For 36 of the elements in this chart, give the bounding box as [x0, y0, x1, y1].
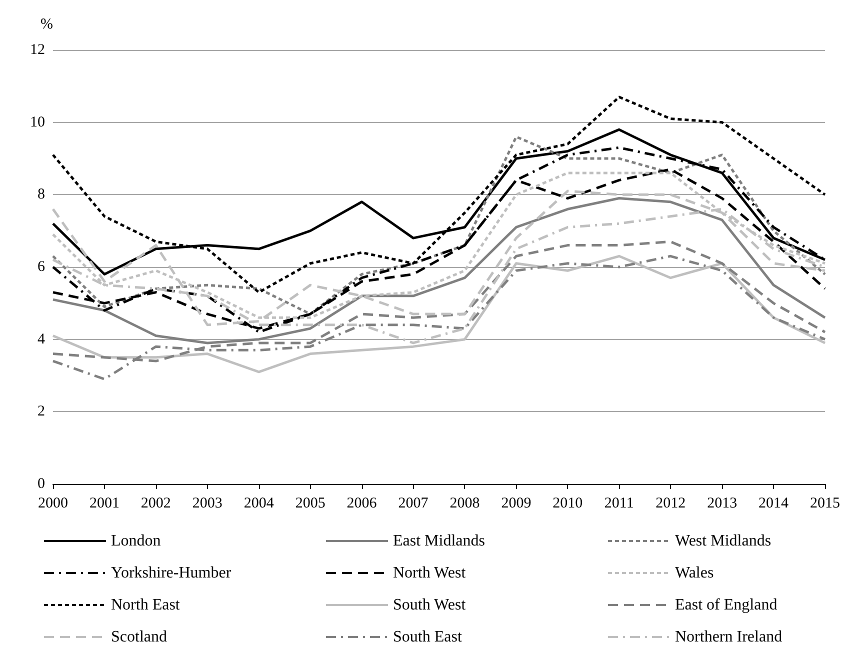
y-tick-label: 10 [30, 114, 45, 130]
x-tick-label: 2011 [604, 496, 634, 512]
y-tick-label: 8 [38, 186, 45, 203]
x-tick-label: 2009 [501, 496, 532, 512]
legend-label: South East [393, 628, 462, 646]
x-tick-label: 2002 [140, 496, 171, 512]
legend-label: North East [111, 596, 180, 614]
legend-label: East of England [675, 596, 778, 614]
x-tick-label: 2014 [758, 496, 790, 512]
x-tick-label: 2000 [38, 496, 68, 512]
x-tick-label: 2008 [450, 496, 480, 512]
x-tick-label: 2005 [295, 496, 326, 512]
legend-label: South West [393, 596, 466, 614]
legend-label: West Midlands [675, 532, 772, 550]
x-tick-label: 2003 [192, 496, 222, 512]
y-tick-label: 0 [38, 476, 45, 492]
x-tick-label: 2007 [398, 496, 429, 512]
x-tick-label: 2010 [552, 496, 583, 512]
y-tick-label: 4 [38, 331, 46, 348]
legend-label: Northern Ireland [675, 628, 782, 646]
legend-label: Scotland [111, 628, 167, 646]
x-tick-label: 2015 [810, 496, 840, 512]
legend-label: North West [393, 564, 466, 582]
legend-label: Wales [675, 564, 714, 582]
y-tick-label: 12 [30, 42, 45, 58]
x-tick-label: 2004 [244, 496, 274, 512]
x-tick-label: 2001 [89, 496, 120, 512]
x-tick-label: 2012 [656, 496, 686, 512]
y-tick-label: 6 [38, 259, 46, 275]
x-tick-label: 2013 [707, 496, 738, 512]
legend-label: Yorkshire-Humber [111, 564, 232, 582]
y-axis-title: % [40, 16, 53, 32]
x-tick-label: 2006 [346, 496, 378, 512]
y-tick-label: 2 [38, 404, 45, 420]
legend-label: East Midlands [393, 532, 485, 550]
legend-label: London [111, 532, 161, 550]
